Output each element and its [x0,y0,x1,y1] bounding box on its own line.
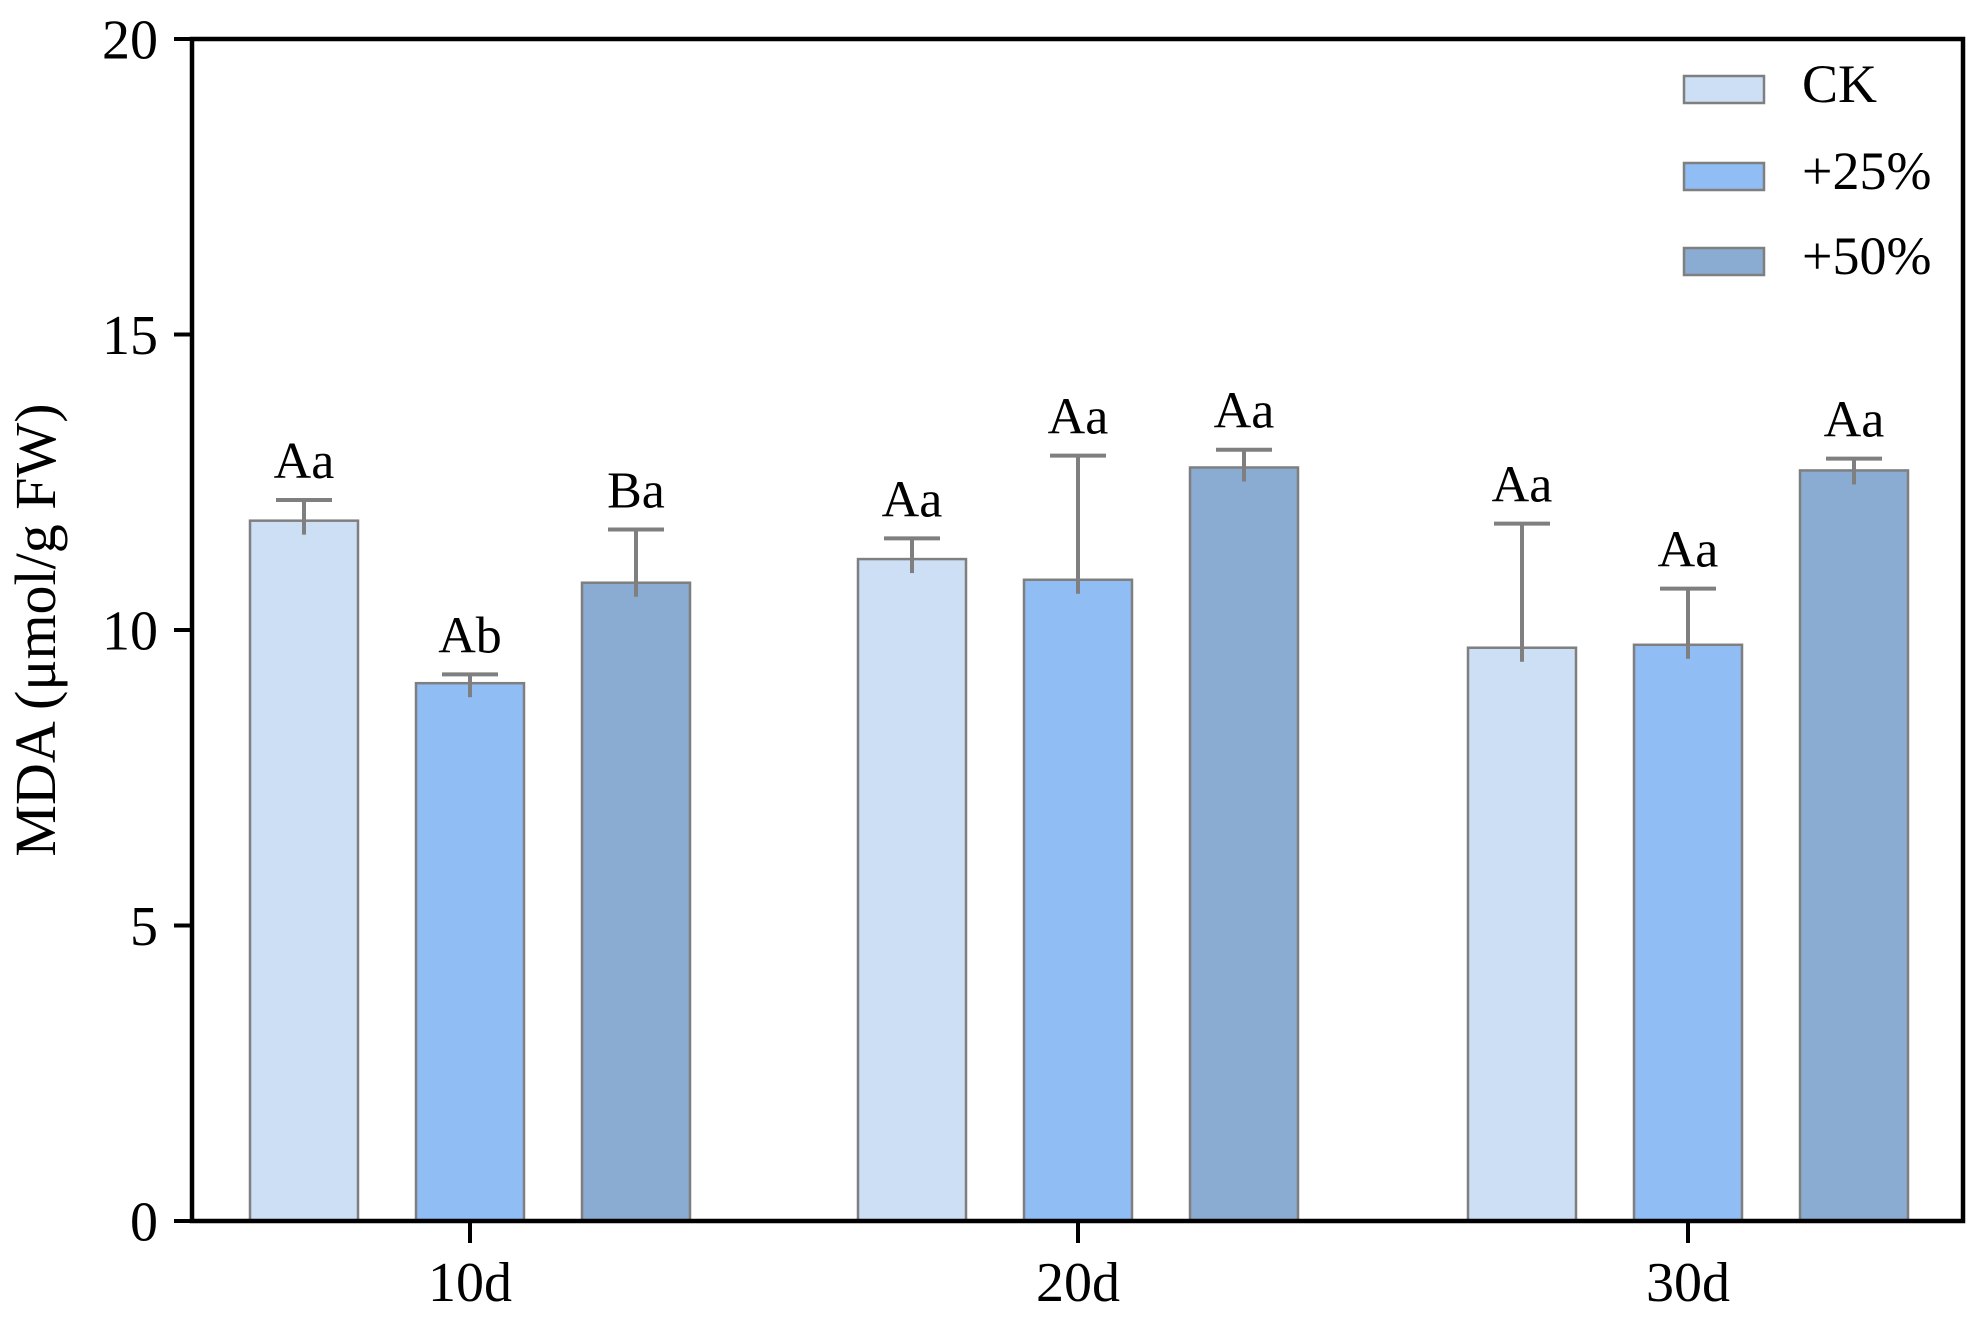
y-tick-label: 10 [102,601,158,663]
bar-+25%-10d [414,681,526,1223]
legend-swatch-+25% [1682,161,1766,192]
y-tick-label: 15 [102,305,158,367]
significance-label-+25%-10d: Ab [438,607,502,664]
y-axis-title: MDA (μmol/g FW) [3,403,68,856]
x-tick-label-10d: 10d [428,1252,512,1314]
x-tick-label-30d: 30d [1646,1252,1730,1314]
legend-swatch-+50% [1682,246,1766,277]
significance-label-+50%-30d: Aa [1824,392,1885,449]
legend-label-+50%: +50% [1802,226,1931,286]
significance-label-CK-30d: Aa [1492,457,1553,514]
bars-layer: Aa Aa Aa Ab Aa Aa Ba Aa Aa [248,383,1910,1223]
significance-label-+50%-20d: Aa [1214,383,1275,440]
bar-+25%-30d [1632,643,1744,1223]
significance-label-CK-20d: Aa [882,471,943,528]
x-axis-ticks: 10d 20d 30d [428,1221,1730,1314]
significance-label-+25%-20d: Aa [1048,389,1109,446]
legend-swatch-CK [1682,74,1766,105]
legend-label-CK: CK [1802,54,1877,114]
bar-+50%-20d [1188,466,1300,1223]
y-axis-ticks: 0 5 10 15 20 [102,10,192,1254]
y-tick-label: 0 [130,1192,158,1254]
legend: CK +25% +50% [1682,54,1931,286]
bar-+50%-30d [1798,469,1910,1223]
significance-label-+25%-30d: Aa [1658,522,1719,579]
x-tick-label-20d: 20d [1036,1252,1120,1314]
y-tick-label: 5 [130,896,158,958]
legend-item-+25%: +25% [1682,141,1931,201]
bar-+50%-10d [580,581,692,1223]
significance-label-+50%-10d: Ba [607,463,665,520]
legend-label-+25%: +25% [1802,141,1931,201]
bar-CK-30d [1466,646,1578,1223]
significance-label-CK-10d: Aa [274,433,335,490]
bar-+25%-20d [1022,578,1134,1223]
axes-layer: 0 5 10 15 20 10d 20d 30d MDA (μmol/g FW) [3,10,1966,1314]
bar-CK-10d [248,519,360,1223]
y-tick-label: 20 [102,10,158,72]
bar-CK-20d [856,557,968,1223]
legend-item-+50%: +50% [1682,226,1931,286]
legend-item-CK: CK [1682,54,1877,114]
